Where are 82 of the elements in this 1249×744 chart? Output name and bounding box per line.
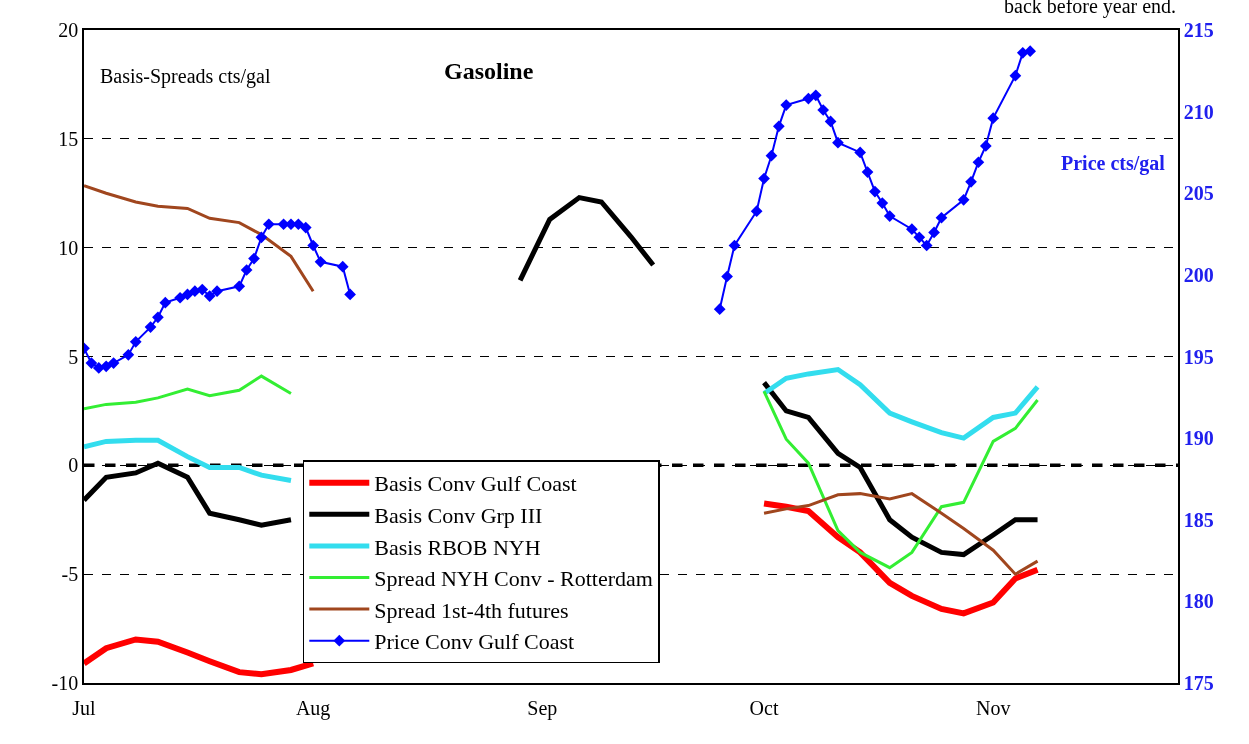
point	[107, 357, 120, 369]
point	[196, 283, 209, 296]
point	[957, 193, 970, 206]
point	[817, 104, 830, 116]
point	[344, 288, 356, 301]
y2-tick-label: 190	[1183, 427, 1214, 450]
point	[129, 335, 142, 348]
y2-tick-label: 195	[1183, 345, 1214, 368]
point	[262, 218, 275, 231]
point	[765, 149, 778, 162]
point	[203, 290, 216, 302]
point	[152, 311, 164, 324]
point	[1024, 45, 1037, 58]
point	[920, 239, 933, 252]
point	[721, 270, 733, 283]
point	[255, 231, 268, 244]
legend-label: Price Conv Gulf Coast	[374, 629, 575, 655]
y2-tick-label: 200	[1183, 263, 1214, 286]
point	[861, 166, 874, 178]
x-tick-label: Oct	[749, 696, 779, 719]
point	[832, 136, 844, 149]
point	[772, 120, 785, 133]
x-tick-label: Nov	[975, 696, 1011, 719]
point	[869, 185, 881, 198]
point	[248, 252, 260, 265]
text: Gasoline	[444, 58, 534, 84]
point	[159, 296, 172, 309]
y-tick-label: -5	[61, 563, 79, 586]
y-tick-label: 15	[58, 127, 79, 150]
point	[876, 197, 889, 209]
y-axis-title: Basis-Spreads cts/gal	[100, 65, 271, 88]
legend-label: Spread NYH Conv - Rotterdam	[374, 566, 653, 592]
point	[824, 115, 837, 128]
point	[965, 175, 977, 188]
y2-tick-label: 185	[1183, 508, 1214, 531]
y2-tick-label: 180	[1183, 590, 1214, 613]
point	[336, 260, 349, 273]
legend-label: Basis Conv Grp III	[374, 502, 543, 528]
y2-tick-label: 205	[1183, 182, 1214, 205]
point	[122, 349, 135, 361]
y2-tick-label: 215	[1183, 19, 1214, 41]
y-tick-label: 5	[68, 345, 79, 368]
point	[780, 99, 793, 111]
y2-axis-title: Price cts/gal	[1061, 152, 1166, 175]
point	[979, 140, 992, 152]
point	[935, 211, 948, 224]
x-tick-label: Sep	[527, 696, 558, 720]
y-tick-label: 10	[58, 236, 79, 259]
point	[240, 264, 253, 276]
point	[174, 291, 186, 304]
y-tick-label: 20	[58, 19, 79, 41]
y-tick-label: -10	[51, 672, 79, 694]
point	[299, 221, 312, 234]
point	[758, 172, 770, 185]
y-tick-label: 0	[68, 454, 79, 477]
y2-tick-label: 175	[1183, 672, 1214, 694]
point	[144, 321, 157, 333]
point	[972, 156, 985, 169]
point	[307, 239, 319, 252]
point	[750, 205, 763, 218]
point	[728, 239, 741, 252]
point	[809, 89, 822, 102]
x-tick-label: Jul	[72, 696, 97, 719]
point	[314, 255, 327, 268]
point	[85, 357, 98, 369]
x-tick-label: Aug	[295, 696, 331, 720]
point	[713, 303, 726, 316]
legend-label: Basis RBOB NYH	[374, 534, 541, 560]
legend-label: Basis Conv Gulf Coast	[374, 471, 577, 497]
point	[854, 146, 866, 159]
point	[100, 360, 113, 373]
point	[928, 226, 940, 239]
point	[802, 92, 815, 105]
y2-tick-label: 210	[1183, 100, 1214, 123]
point	[913, 231, 926, 244]
point	[906, 223, 918, 236]
point	[987, 112, 1000, 125]
point	[233, 280, 246, 293]
point	[1009, 69, 1022, 82]
point	[211, 285, 223, 298]
legend-label: Spread 1st-4th futures	[374, 597, 569, 623]
point	[883, 210, 896, 222]
